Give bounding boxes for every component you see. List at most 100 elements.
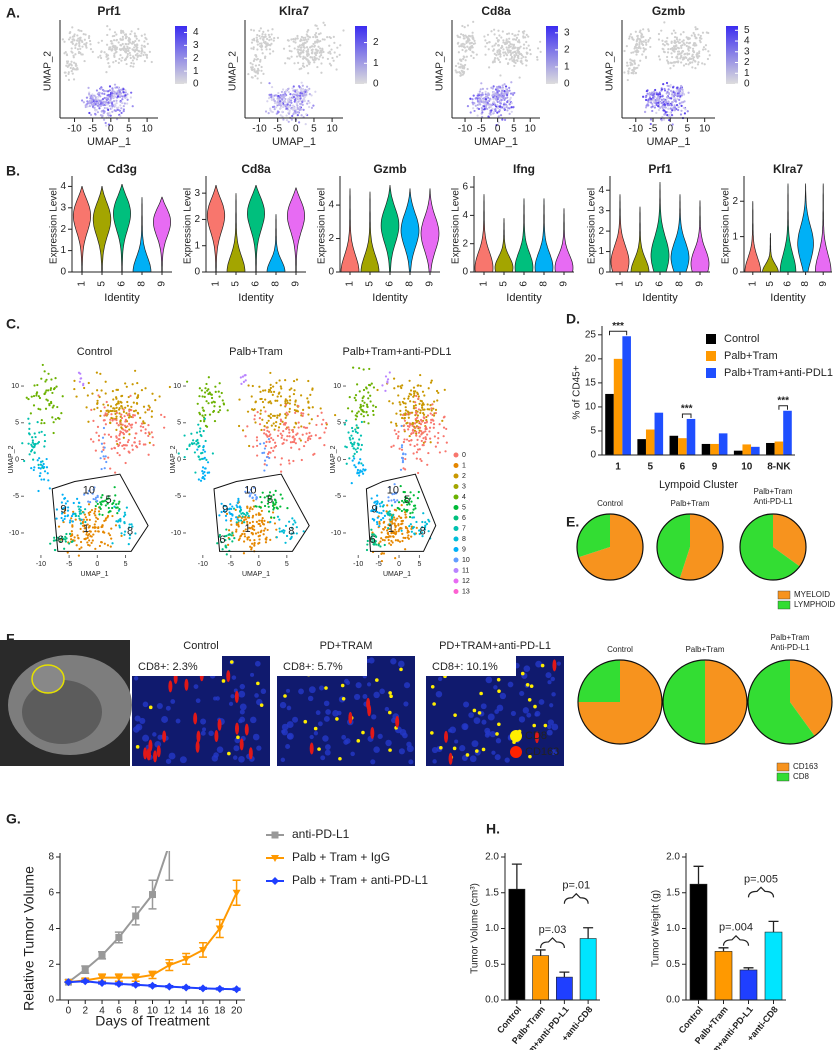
umap-point <box>388 539 390 541</box>
umap-point <box>108 532 110 534</box>
umap-point <box>358 438 360 440</box>
umap-point <box>505 106 507 108</box>
umap-point <box>46 466 48 468</box>
umap-point <box>273 422 275 424</box>
nucleus <box>385 707 389 711</box>
cd8-cell <box>453 713 457 717</box>
umap-point <box>329 63 331 65</box>
umap-point <box>28 428 30 430</box>
umap-point <box>345 420 347 422</box>
umap-point <box>288 45 290 47</box>
umap-point <box>111 92 113 94</box>
umap-point <box>661 99 663 101</box>
nucleus <box>551 677 555 681</box>
umap-point <box>672 49 674 51</box>
umap-point <box>140 52 142 54</box>
umap-point <box>135 422 137 424</box>
umap-point <box>307 413 309 415</box>
umap-point <box>31 436 33 438</box>
umap-point <box>55 518 57 520</box>
y-tick-label: 1 <box>732 231 738 242</box>
umap-point <box>140 430 142 432</box>
umap-point <box>246 425 248 427</box>
umap-point <box>311 107 313 109</box>
umap-point <box>263 429 265 431</box>
umap-point <box>246 537 248 539</box>
umap-point <box>637 50 639 52</box>
nucleus <box>341 735 346 740</box>
cd8-cell <box>222 679 226 683</box>
umap-point <box>399 527 401 529</box>
umap-point <box>408 395 410 397</box>
umap-point <box>490 30 492 32</box>
cd163-cell <box>168 680 172 692</box>
umap-point <box>423 431 425 433</box>
y-axis-label: Expression Level <box>49 188 60 264</box>
cd8-cell <box>389 694 393 698</box>
umap-point <box>380 519 382 521</box>
umap-point <box>207 402 209 404</box>
colorbar-tick-label: 2 <box>744 57 750 68</box>
umap-point <box>119 115 121 117</box>
umap-point <box>315 434 317 436</box>
umap-point <box>236 521 238 523</box>
violin <box>555 208 573 272</box>
umap-point <box>376 495 378 497</box>
umap-point <box>303 92 305 94</box>
umap-point <box>408 525 410 527</box>
cluster-label: 6 <box>219 534 225 546</box>
nucleus <box>281 758 285 762</box>
umap-point <box>308 435 310 437</box>
umap-point <box>473 95 475 97</box>
umap-point <box>108 46 110 48</box>
umap-point <box>54 549 56 551</box>
umap-point <box>123 515 125 517</box>
umap-point <box>365 411 367 413</box>
umap-point <box>465 59 467 61</box>
umap-point <box>239 505 241 507</box>
umap-point <box>491 45 493 47</box>
umap-point <box>132 383 134 385</box>
umap-point <box>127 53 129 55</box>
image-title: PD+TRAM+anti-PD-L1 <box>439 640 551 652</box>
umap-point <box>54 377 56 379</box>
umap-point <box>253 58 255 60</box>
umap-point <box>56 508 58 510</box>
umap-point <box>132 416 134 418</box>
y-tick-label: 10 <box>173 383 181 390</box>
umap-point <box>418 421 420 423</box>
umap-point <box>92 103 94 105</box>
umap-point <box>401 457 403 459</box>
umap-point <box>361 444 363 446</box>
umap-point <box>355 399 357 401</box>
umap-point <box>102 110 104 112</box>
umap-point <box>697 63 699 65</box>
umap-point <box>201 395 203 397</box>
umap-point <box>85 406 87 408</box>
umap-point <box>299 106 301 108</box>
umap-point <box>269 539 271 541</box>
umap-point <box>416 417 418 419</box>
umap-point <box>89 43 91 45</box>
umap-point <box>279 108 281 110</box>
umap-point <box>415 404 417 406</box>
nucleus <box>408 759 413 764</box>
umap-point <box>636 39 638 41</box>
umap-point <box>302 85 304 87</box>
umap-point <box>306 397 308 399</box>
umap-point <box>261 501 263 503</box>
umap-point <box>240 383 242 385</box>
umap-point <box>475 105 477 107</box>
umap-point <box>80 541 82 543</box>
umap-point <box>106 94 108 96</box>
umap-point <box>393 387 395 389</box>
umap-point <box>457 42 459 44</box>
umap-point <box>284 424 286 426</box>
umap-point <box>44 440 46 442</box>
umap-point <box>130 406 132 408</box>
umap-point <box>259 523 261 525</box>
nucleus <box>201 731 206 736</box>
umap-point <box>96 403 98 405</box>
umap-point <box>270 95 272 97</box>
colorbar-tick-label: 3 <box>564 27 570 38</box>
